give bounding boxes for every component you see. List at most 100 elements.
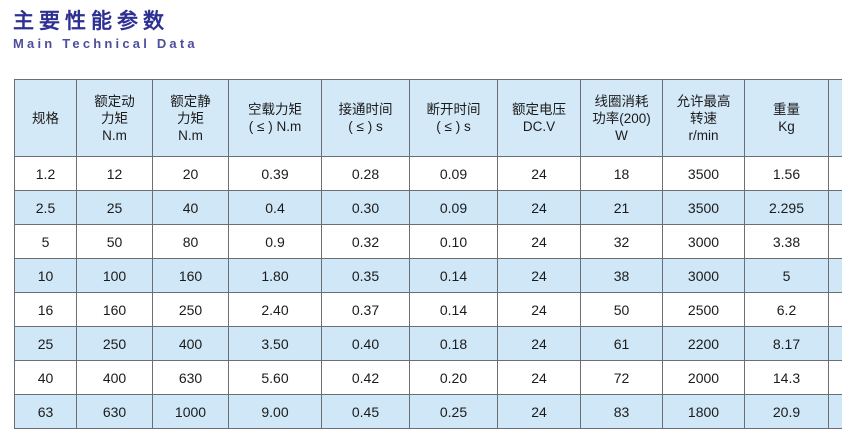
column-header-line: 规格: [32, 110, 59, 126]
table-cell: 1.2: [828, 394, 842, 429]
column-header-0: 规格: [14, 79, 77, 157]
table-cell: 0.4: [228, 190, 322, 225]
table-cell: 25: [14, 326, 77, 361]
column-header-line: 额定静: [170, 93, 211, 109]
table-cell: 5: [14, 224, 77, 259]
table-cell: 2.5: [14, 190, 77, 225]
table-cell: 400: [152, 326, 229, 361]
column-header-line: 允许最高: [676, 93, 731, 109]
column-header-line: 力矩: [177, 110, 204, 126]
column-header-line: ( ≤ ) s: [348, 119, 383, 134]
column-header-line: 供油流量: [830, 101, 842, 118]
table-cell: 2000: [662, 360, 745, 395]
table-cell: 3.38: [744, 224, 829, 259]
table-cell: 0.25: [409, 394, 498, 429]
table-cell: 6.2: [744, 292, 829, 327]
table-cell: 32: [580, 224, 663, 259]
table-cell: 1.0: [828, 326, 842, 361]
table-cell: 0.2: [828, 156, 842, 191]
table-cell: 0.35: [321, 258, 410, 293]
table-cell: 0.42: [321, 360, 410, 395]
table-cell: 0.18: [409, 326, 498, 361]
table-cell: 0.14: [409, 292, 498, 327]
table-cell: 5: [744, 258, 829, 293]
table-cell: 20: [152, 156, 229, 191]
table-cell: 0.40: [828, 224, 842, 259]
table-cell: 0.65: [828, 292, 842, 327]
table-cell: 24: [497, 292, 581, 327]
table-cell: 25: [76, 190, 153, 225]
table-cell: 1.0: [828, 360, 842, 395]
table-cell: 40: [14, 360, 77, 395]
table-cell: 400: [76, 360, 153, 395]
table-cell: 0.9: [228, 224, 322, 259]
column-header-line: r/min: [688, 127, 719, 143]
table-cell: 24: [497, 190, 581, 225]
table-cell: 50: [76, 224, 153, 259]
table-cell: 0.28: [321, 156, 410, 191]
table-cell: 24: [497, 326, 581, 361]
table-cell: 80: [152, 224, 229, 259]
table-cell: 0.14: [409, 258, 498, 293]
column-header-line: 空载力矩: [248, 102, 302, 117]
page-title-english: Main Technical Data: [13, 36, 198, 51]
table-cell: 0.37: [321, 292, 410, 327]
table-body: 1.212200.390.280.09241835001.560.22.5254…: [14, 156, 842, 429]
table-cell: 0.09: [409, 190, 498, 225]
table-cell: 3000: [662, 224, 745, 259]
spec-table-container: 规格 额定动 力矩 N.m 额定静 力矩 N.m 空载力矩( ≤ ) N.m 接通时间( ≤ )…: [14, 79, 842, 429]
column-header-line: 重量: [773, 102, 800, 117]
column-header-line: 断开时间: [426, 102, 481, 117]
table-cell: 8.17: [744, 326, 829, 361]
table-cell: 0.65: [828, 258, 842, 293]
table-header: 规格 额定动 力矩 N.m 额定静 力矩 N.m 空载力矩( ≤ ) N.m 接通时间( ≤ )…: [14, 79, 842, 157]
table-cell: 83: [580, 394, 663, 429]
column-header-line: L/min: [830, 118, 842, 135]
table-cell: 0.20: [409, 360, 498, 395]
column-header-line: 接通时间: [338, 102, 393, 117]
column-header-line: 额定电压: [512, 102, 566, 117]
table-cell: 61: [580, 326, 663, 361]
table-cell: 24: [497, 224, 581, 259]
column-header-line: 额定动: [94, 93, 135, 109]
column-header-line: 转速: [690, 110, 717, 126]
column-header-4: 接通时间 ( ≤ ) s: [321, 79, 410, 157]
column-header-line: N.m: [102, 127, 127, 143]
table-cell: 1000: [152, 394, 229, 429]
table-cell: 63: [14, 394, 77, 429]
table-cell: 0.45: [321, 394, 410, 429]
table-cell: 3000: [662, 258, 745, 293]
table-cell: 72: [580, 360, 663, 395]
column-header-line: 力矩: [101, 110, 128, 126]
column-header-line: 功率(200): [592, 110, 651, 126]
table-cell: 0.39: [228, 156, 322, 191]
table-cell: 18: [580, 156, 663, 191]
column-header-line: DC.V: [522, 119, 556, 134]
table-cell: 24: [497, 394, 581, 429]
column-header-line: W: [615, 127, 628, 143]
column-header-line: N.m: [178, 127, 203, 143]
column-header-8: 允许最高 转速 r/min: [662, 79, 745, 157]
column-header-3: 空载力矩 ( ≤ ) N.m: [228, 79, 322, 157]
column-header-2: 额定静 力矩 N.m: [152, 79, 229, 157]
column-header-1: 额定动 力矩 N.m: [76, 79, 153, 157]
table-cell: 0.10: [409, 224, 498, 259]
table-cell: 2500: [662, 292, 745, 327]
table-cell: 1.80: [228, 258, 322, 293]
table-cell: 3500: [662, 190, 745, 225]
table-cell: 24: [497, 258, 581, 293]
table-cell: 630: [152, 360, 229, 395]
table-cell: 0.32: [321, 224, 410, 259]
column-header-line: ( ≤ ) N.m: [248, 119, 302, 134]
column-header-6: 额定电压 DC.V: [497, 79, 581, 157]
table-header-row: 规格 额定动 力矩 N.m 额定静 力矩 N.m 空载力矩( ≤ ) N.m 接通时间( ≤ )…: [14, 79, 842, 157]
table-cell: 1800: [662, 394, 745, 429]
table-cell: 160: [152, 258, 229, 293]
table-cell: 16: [14, 292, 77, 327]
